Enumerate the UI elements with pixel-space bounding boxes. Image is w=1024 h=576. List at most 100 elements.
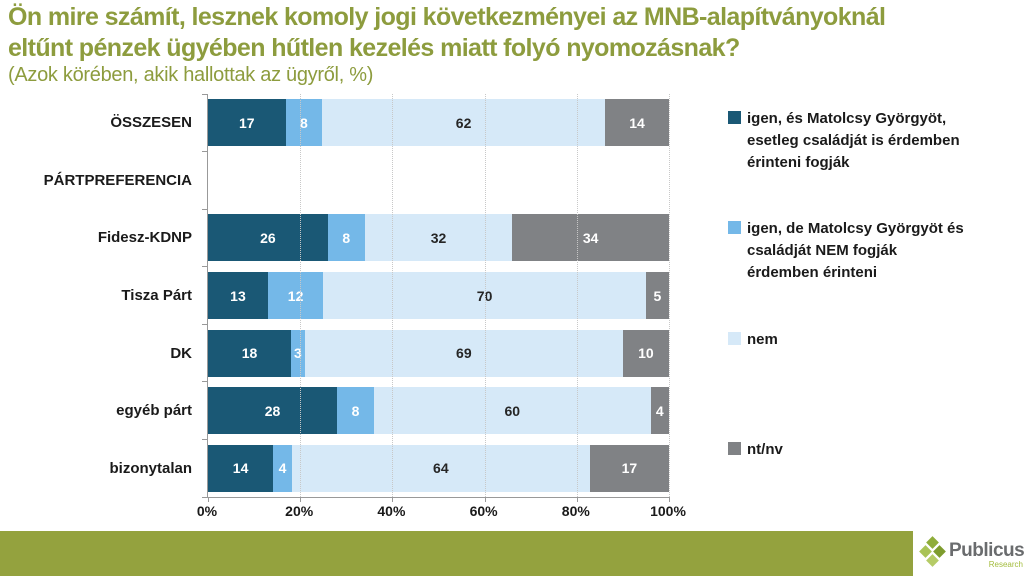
bar-segment: 8 — [327, 214, 365, 262]
legend-swatch — [728, 111, 741, 124]
y-axis-tick — [202, 496, 208, 498]
bar-value-label: 60 — [504, 402, 521, 419]
bar-segment: 32 — [364, 214, 513, 262]
legend-swatch — [728, 332, 741, 345]
bar-value-label: 69 — [456, 345, 472, 362]
bar-segment: 17 — [589, 444, 669, 492]
bar-segment: 18 — [208, 329, 291, 377]
bar-value-label: 5 — [653, 287, 662, 304]
grid-line — [484, 94, 486, 497]
bar-value-label: 26 — [260, 229, 276, 246]
bar-value-label: 17 — [239, 114, 255, 131]
bar-value-label: 28 — [264, 402, 281, 419]
y-axis-tick — [202, 151, 208, 153]
bar-row: 28 8 60 4 — [208, 382, 669, 440]
category-label: Fidesz-KDNP — [97, 229, 192, 247]
chart-title-line2: eltűnt pénzek ügyében hűtlen kezelés mia… — [8, 34, 740, 62]
publicus-logo: Publicus Research — [913, 531, 1024, 576]
bar-value-label: 17 — [621, 460, 638, 477]
bar-value-label: 12 — [287, 287, 304, 304]
bar-value-label: 10 — [638, 345, 654, 362]
bar-row: 18 3 69 10 — [208, 324, 669, 382]
bar-value-label: 8 — [299, 114, 308, 131]
bar-segment: 69 — [304, 329, 623, 377]
x-tick-label: 20% — [285, 503, 314, 519]
bar-value-label: 4 — [655, 402, 664, 419]
x-tick-label: 0% — [196, 503, 218, 519]
legend-item: igen, és Matolcsy Györgyöt, esetleg csal… — [728, 108, 972, 174]
chart-title: Ön mire számít, lesznek komoly jogi köve… — [8, 2, 1018, 64]
legend: igen, és Matolcsy Györgyöt, esetleg csal… — [728, 108, 1018, 508]
plot-area: 17 8 62 14 26 8 32 34 13 12 70 5 18 3 69 10 28 8 60 4 14 4 64 1… — [202, 93, 670, 502]
stacked-bar: 26 8 32 34 — [208, 214, 669, 262]
stacked-bar: 17 8 62 14 — [208, 99, 669, 147]
grid-line — [392, 94, 394, 497]
bar-value-label: 62 — [455, 114, 472, 131]
x-axis-tick — [484, 497, 486, 502]
bar-value-label: 64 — [433, 460, 449, 477]
bar-row: 17 8 62 14 — [208, 94, 669, 152]
x-axis-tick — [576, 497, 578, 502]
bar-segment: 13 — [208, 272, 268, 320]
bar-value-label: 32 — [430, 229, 447, 246]
bar-value-label: 8 — [342, 229, 351, 246]
legend-item: nem — [728, 329, 972, 351]
bar-segment: 4 — [650, 387, 669, 435]
y-axis-tick — [202, 323, 208, 325]
legend-label: igen, de Matolcsy Györgyöt és családját … — [747, 220, 964, 281]
stacked-bar: 14 4 64 17 — [208, 444, 669, 492]
x-axis-labels: 0% 20% 40% 60% 80% 100% — [197, 503, 686, 523]
bar-rows: 17 8 62 14 26 8 32 34 13 12 70 5 18 3 69 10 28 8 60 4 14 4 64 1… — [208, 94, 669, 497]
x-axis-line — [207, 497, 670, 498]
bar-segment: 12 — [267, 272, 324, 320]
category-label: bizonytalan — [109, 459, 192, 477]
legend-swatch — [728, 442, 741, 455]
category-label: Tisza Párt — [121, 287, 192, 305]
bar-segment: 17 — [208, 99, 286, 147]
bar-value-label: 70 — [476, 287, 493, 304]
y-axis-tick — [202, 266, 208, 268]
bar-segment: 14 — [605, 99, 669, 147]
category-label: PÁRTPREFERENCIA — [43, 171, 192, 189]
bar-value-label: 18 — [241, 345, 258, 362]
category-axis: ÖSSZESEN PÁRTPREFERENCIA Fidesz-KDNP Tisza … — [0, 94, 200, 497]
stacked-bar: 18 3 69 10 — [208, 329, 669, 377]
legend-swatch — [728, 221, 741, 234]
grid-line — [576, 94, 578, 497]
bar-segment: 62 — [322, 99, 606, 147]
grid-line — [669, 94, 670, 497]
bar-row: 26 8 32 34 — [208, 209, 669, 267]
bar-segment: 8 — [337, 387, 374, 435]
chart-title-line1: Ön mire számít, lesznek komoly jogi köve… — [8, 3, 886, 31]
x-tick-label: 80% — [561, 503, 590, 519]
footer-bar — [0, 531, 913, 576]
legend-item: igen, de Matolcsy Györgyöt és családját … — [728, 218, 972, 284]
stacked-bar: 28 8 60 4 — [208, 387, 669, 435]
chart-subtitle: (Azok körében, akik hallottak az ügyről,… — [8, 64, 374, 86]
bar-value-label: 13 — [230, 287, 246, 304]
bar-segment: 70 — [323, 272, 646, 320]
bar-value-label: 14 — [629, 114, 645, 131]
bar-value-label: 3 — [293, 345, 302, 362]
bar-segment: 5 — [645, 272, 669, 320]
bar-segment: 8 — [285, 99, 323, 147]
brand-name: Publicus — [949, 540, 1024, 561]
bar-segment: 64 — [291, 444, 590, 492]
bar-segment: 28 — [208, 387, 338, 435]
x-tick-label: 100% — [650, 503, 686, 519]
category-label: DK — [170, 344, 192, 362]
y-axis-tick — [202, 208, 208, 210]
x-axis-tick — [208, 497, 209, 502]
grid-line — [300, 94, 302, 497]
bar-value-label: 14 — [232, 460, 249, 477]
x-axis-tick — [300, 497, 302, 502]
y-axis-tick — [202, 438, 208, 440]
bar-segment: 60 — [373, 387, 651, 435]
x-axis-tick — [669, 497, 670, 502]
legend-label: nem — [747, 331, 778, 348]
legend-label: igen, és Matolcsy Györgyöt, esetleg csal… — [747, 110, 960, 171]
stacked-bar: 13 12 70 5 — [208, 272, 669, 320]
x-tick-label: 40% — [377, 503, 406, 519]
bar-segment: 10 — [622, 329, 669, 377]
category-label: egyéb párt — [116, 402, 192, 420]
